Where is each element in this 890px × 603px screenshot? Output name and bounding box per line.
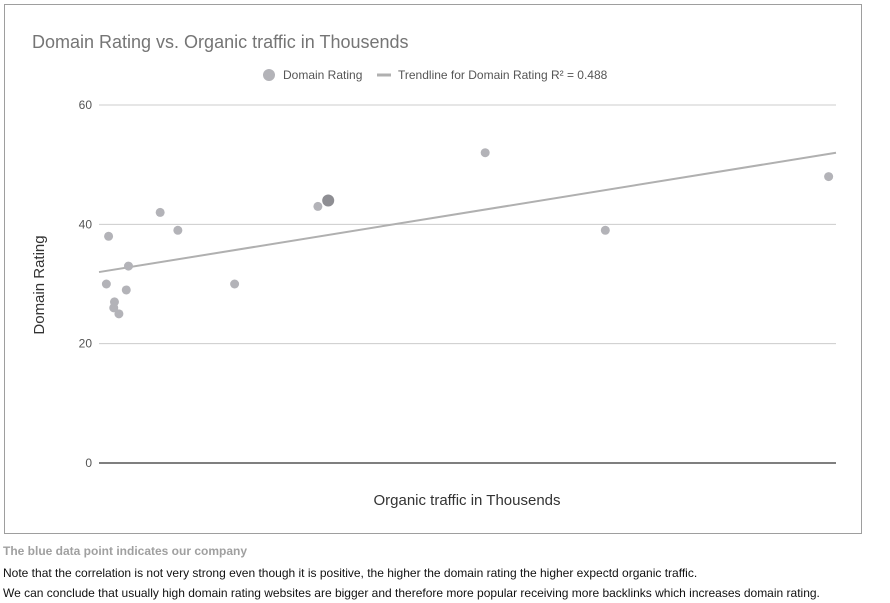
y-tick-label: 40 [79,217,93,231]
data-point [155,207,165,217]
data-point [230,279,240,289]
x-axis-label: Organic traffic in Thousends [373,492,560,509]
data-point [480,148,490,158]
legend-series-label: Domain Rating [283,68,362,82]
note-correlation: Note that the correlation is not very st… [3,566,698,580]
data-point [173,225,183,235]
y-axis-label: Domain Rating [31,235,48,334]
data-point [101,279,111,289]
legend-trendline-label: Trendline for Domain Rating R² = 0.488 [398,68,608,82]
trendline-layer [98,151,837,274]
data-points [101,148,834,319]
chart-legend: Domain Rating Trendline for Domain Ratin… [263,68,608,82]
y-tick-label: 0 [85,456,92,470]
gridlines [99,104,836,464]
note-company-point: The blue data point indicates our compan… [3,544,248,558]
company-data-point [322,194,335,207]
scatter-chart: Domain Rating vs. Organic traffic in Tho… [31,32,837,509]
data-point [600,225,610,235]
chart-frame: Domain Rating vs. Organic traffic in Tho… [4,4,862,534]
data-point [313,201,323,211]
trendline [98,151,837,274]
y-tick-label: 60 [79,98,93,112]
data-point [104,231,114,241]
data-point [824,172,834,182]
legend-series-marker [263,69,275,81]
note-conclusion: We can conclude that usually high domain… [3,586,820,600]
data-point [114,309,124,319]
y-axis-ticks: 60 40 20 0 [79,98,93,470]
data-point [121,285,131,295]
chart-title: Domain Rating vs. Organic traffic in Tho… [32,32,409,52]
data-point [109,297,119,307]
data-point [123,261,133,271]
y-tick-label: 20 [79,337,93,351]
